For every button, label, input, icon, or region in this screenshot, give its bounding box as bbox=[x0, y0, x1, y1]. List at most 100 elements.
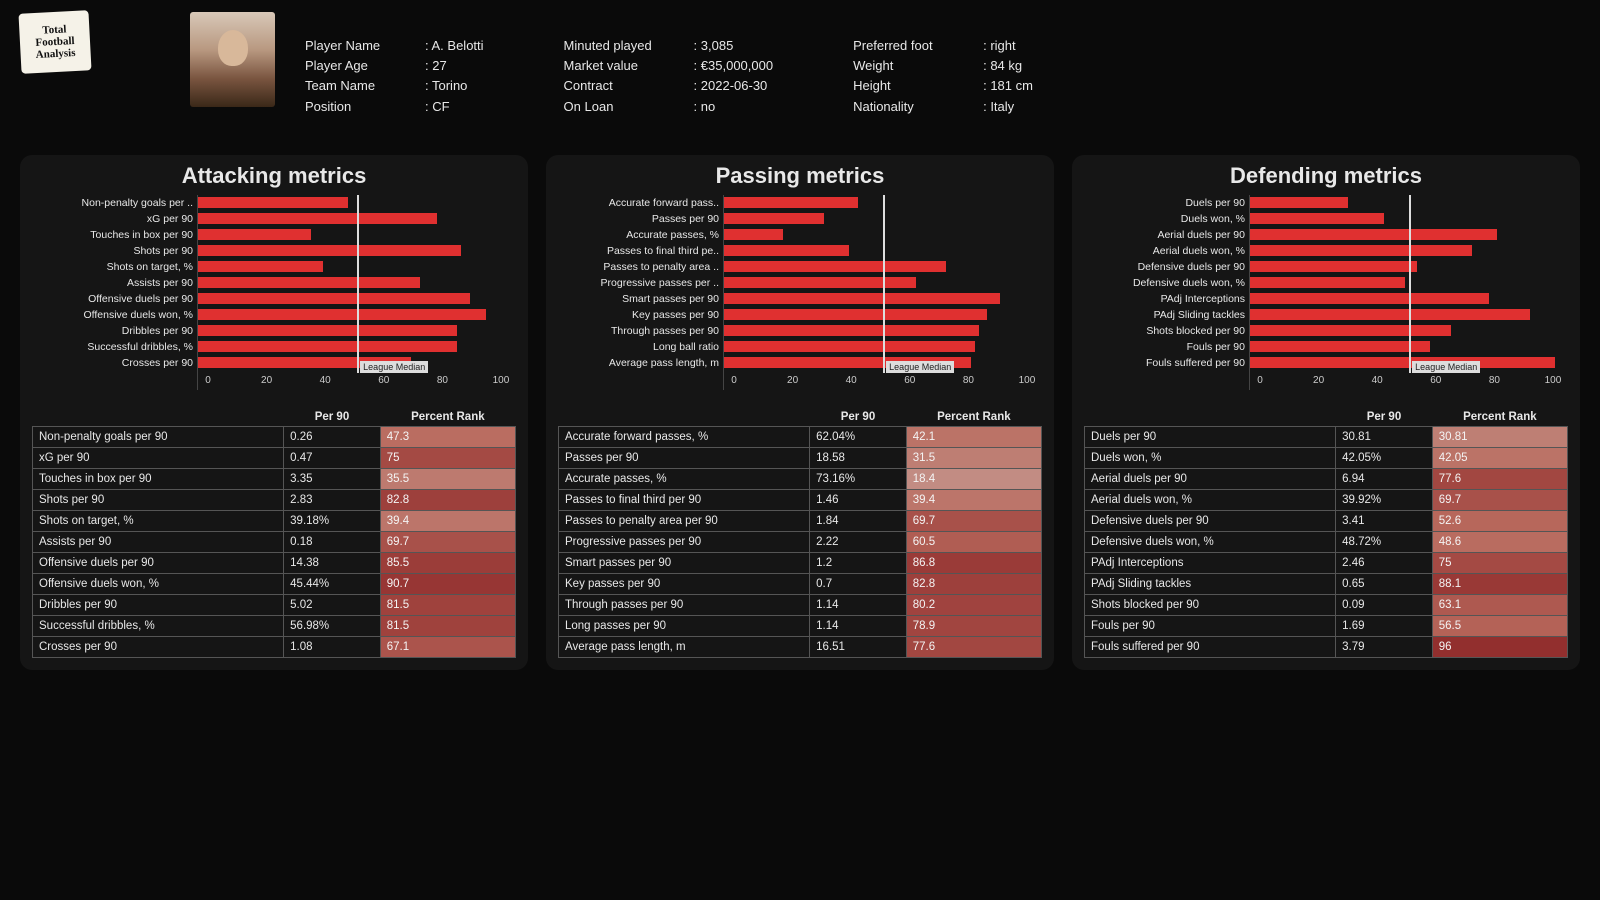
cell-metric-name: Average pass length, m bbox=[559, 636, 810, 657]
cell-rank: 69.7 bbox=[906, 510, 1041, 531]
cell-rank: 39.4 bbox=[906, 489, 1041, 510]
chart-y-label: Crosses per 90 bbox=[32, 355, 193, 371]
chart-bar bbox=[1250, 277, 1405, 288]
col-rank: Percent Rank bbox=[1432, 408, 1567, 427]
cell-rank: 35.5 bbox=[380, 468, 515, 489]
cell-per90: 14.38 bbox=[284, 552, 381, 573]
chart-y-label: Fouls per 90 bbox=[1084, 339, 1245, 355]
brand-logo: Total Football Analysis bbox=[18, 10, 91, 74]
cell-rank: 96 bbox=[1432, 636, 1567, 657]
cell-metric-name: Offensive duels won, % bbox=[33, 573, 284, 594]
cell-per90: 2.46 bbox=[1336, 552, 1433, 573]
chart-bar bbox=[198, 309, 486, 320]
col-per90: Per 90 bbox=[1336, 408, 1433, 427]
cell-metric-name: Smart passes per 90 bbox=[559, 552, 810, 573]
percentile-bar-chart: Duels per 90Duels won, %Aerial duels per… bbox=[1084, 195, 1568, 390]
label-player-name: Player Name bbox=[305, 36, 425, 56]
cell-rank: 75 bbox=[1432, 552, 1567, 573]
chart-y-label: Passes to penalty area .. bbox=[558, 259, 719, 275]
value-height: 181 cm bbox=[990, 78, 1033, 93]
cell-rank: 82.8 bbox=[380, 489, 515, 510]
cell-rank: 56.5 bbox=[1432, 615, 1567, 636]
x-tick: 100 bbox=[1543, 375, 1563, 390]
value-player-age: 27 bbox=[432, 58, 446, 73]
x-tick: 60 bbox=[900, 375, 920, 390]
cell-rank: 47.3 bbox=[380, 426, 515, 447]
label-weight: Weight bbox=[853, 56, 983, 76]
chart-bars: League Median020406080100 bbox=[723, 195, 1042, 390]
chart-bars: League Median020406080100 bbox=[197, 195, 516, 390]
chart-y-label: Assists per 90 bbox=[32, 275, 193, 291]
x-tick: 100 bbox=[491, 375, 511, 390]
chart-bar bbox=[1250, 213, 1384, 224]
cell-rank: 52.6 bbox=[1432, 510, 1567, 531]
cell-metric-name: Defensive duels won, % bbox=[1085, 531, 1336, 552]
cell-metric-name: Duels per 90 bbox=[1085, 426, 1336, 447]
table-row: Dribbles per 905.0281.5 bbox=[33, 594, 516, 615]
value-foot: right bbox=[990, 38, 1015, 53]
chart-y-label: Duels per 90 bbox=[1084, 195, 1245, 211]
table-header-row: Per 90Percent Rank bbox=[33, 408, 516, 427]
table-row: Shots on target, %39.18%39.4 bbox=[33, 510, 516, 531]
chart-bar bbox=[198, 341, 457, 352]
chart-bar bbox=[724, 197, 858, 208]
table-row: Successful dribbles, %56.98%81.5 bbox=[33, 615, 516, 636]
cell-rank: 63.1 bbox=[1432, 594, 1567, 615]
x-tick: 0 bbox=[198, 375, 218, 390]
table-row: Accurate forward passes, %62.04%42.1 bbox=[559, 426, 1042, 447]
cell-per90: 39.18% bbox=[284, 510, 381, 531]
cell-metric-name: Fouls per 90 bbox=[1085, 615, 1336, 636]
table-row: PAdj Interceptions2.4675 bbox=[1085, 552, 1568, 573]
x-tick: 20 bbox=[257, 375, 277, 390]
chart-y-label: Offensive duels won, % bbox=[32, 307, 193, 323]
cell-rank: 67.1 bbox=[380, 636, 515, 657]
metrics-panel: Defending metricsDuels per 90Duels won, … bbox=[1072, 155, 1580, 670]
chart-y-label: Offensive duels per 90 bbox=[32, 291, 193, 307]
chart-bar bbox=[1250, 197, 1348, 208]
table-row: Defensive duels won, %48.72%48.6 bbox=[1085, 531, 1568, 552]
x-tick: 40 bbox=[841, 375, 861, 390]
col-per90: Per 90 bbox=[284, 408, 381, 427]
chart-bar bbox=[198, 325, 457, 336]
chart-y-label: Through passes per 90 bbox=[558, 323, 719, 339]
table-row: Fouls suffered per 903.7996 bbox=[1085, 636, 1568, 657]
cell-per90: 3.41 bbox=[1336, 510, 1433, 531]
table-row: Accurate passes, %73.16%18.4 bbox=[559, 468, 1042, 489]
cell-per90: 1.69 bbox=[1336, 615, 1433, 636]
chart-y-label: Successful dribbles, % bbox=[32, 339, 193, 355]
chart-bar bbox=[198, 261, 323, 272]
panels-container: Attacking metricsNon-penalty goals per .… bbox=[0, 145, 1600, 670]
chart-y-label: Shots blocked per 90 bbox=[1084, 323, 1245, 339]
table-row: Shots per 902.8382.8 bbox=[33, 489, 516, 510]
table-row: Through passes per 901.1480.2 bbox=[559, 594, 1042, 615]
x-tick: 0 bbox=[724, 375, 744, 390]
logo-line-3: Analysis bbox=[35, 47, 75, 61]
cell-metric-name: Key passes per 90 bbox=[559, 573, 810, 594]
cell-metric-name: Through passes per 90 bbox=[559, 594, 810, 615]
median-label: League Median bbox=[886, 361, 954, 373]
chart-bar bbox=[724, 293, 1000, 304]
chart-bar bbox=[724, 309, 987, 320]
cell-per90: 0.09 bbox=[1336, 594, 1433, 615]
cell-per90: 73.16% bbox=[810, 468, 907, 489]
cell-metric-name: Passes to final third per 90 bbox=[559, 489, 810, 510]
cell-per90: 5.02 bbox=[284, 594, 381, 615]
chart-bar bbox=[1250, 309, 1530, 320]
chart-bar bbox=[1250, 261, 1417, 272]
cell-metric-name: Long passes per 90 bbox=[559, 615, 810, 636]
table-row: Assists per 900.1869.7 bbox=[33, 531, 516, 552]
label-team-name: Team Name bbox=[305, 76, 425, 96]
cell-metric-name: Shots per 90 bbox=[33, 489, 284, 510]
col-rank: Percent Rank bbox=[380, 408, 515, 427]
chart-x-axis: 020406080100 bbox=[198, 375, 516, 390]
col-per90: Per 90 bbox=[810, 408, 907, 427]
chart-y-label: Non-penalty goals per .. bbox=[32, 195, 193, 211]
value-market-value: €35,000,000 bbox=[701, 58, 773, 73]
chart-bar bbox=[1250, 325, 1451, 336]
chart-bar bbox=[724, 277, 916, 288]
value-position: CF bbox=[432, 99, 449, 114]
chart-bars: League Median020406080100 bbox=[1249, 195, 1568, 390]
table-row: Non-penalty goals per 900.2647.3 bbox=[33, 426, 516, 447]
cell-metric-name: Accurate passes, % bbox=[559, 468, 810, 489]
chart-y-label: Dribbles per 90 bbox=[32, 323, 193, 339]
